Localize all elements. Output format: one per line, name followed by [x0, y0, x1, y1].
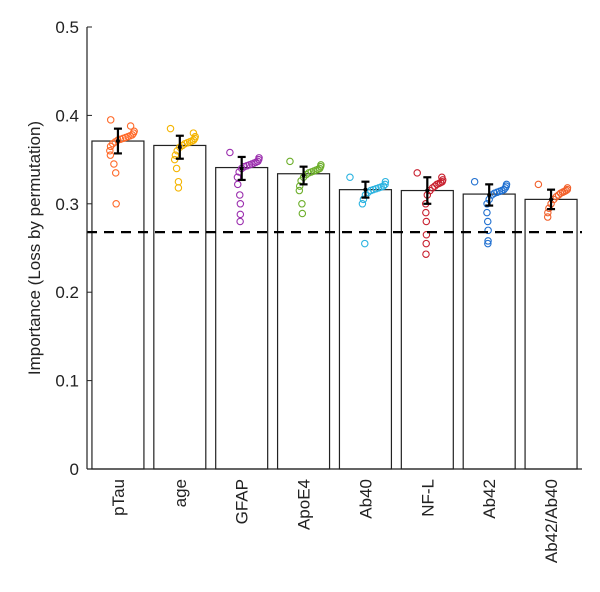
data-point — [126, 122, 135, 130]
data-point — [111, 169, 120, 177]
y-tick-label: 0 — [70, 460, 79, 479]
mean-marker — [363, 187, 368, 192]
data-point — [234, 180, 242, 189]
data-point — [413, 169, 421, 177]
data-point — [236, 217, 244, 226]
data-point — [106, 147, 114, 155]
data-point — [226, 148, 234, 157]
data-point — [286, 157, 294, 166]
y-tick-label: 0.4 — [55, 106, 79, 125]
y-tick-label: 0.2 — [55, 283, 79, 302]
data-point — [422, 250, 430, 258]
data-point — [106, 151, 115, 159]
mean-marker — [239, 166, 244, 171]
data-point — [298, 209, 307, 218]
x-tick-label: pTau — [109, 479, 128, 516]
data-point — [346, 173, 354, 182]
data-point — [422, 230, 431, 239]
x-tick-label: GFAP — [233, 479, 252, 524]
data-point — [484, 239, 492, 248]
data-point — [543, 213, 552, 221]
data-point — [381, 177, 390, 186]
x-tick-label: Ab40 — [356, 479, 375, 519]
data-point — [361, 239, 369, 248]
mean-marker — [177, 145, 182, 150]
data-point — [236, 210, 245, 219]
data-point — [554, 191, 563, 199]
data-point — [236, 191, 244, 199]
mean-marker — [425, 188, 430, 193]
data-point — [236, 200, 245, 208]
data-point — [484, 226, 492, 235]
data-point — [295, 182, 304, 190]
data-point — [174, 177, 183, 186]
data-point — [470, 177, 479, 186]
bar — [91, 140, 145, 470]
data-point — [166, 124, 175, 133]
data-point — [298, 200, 306, 208]
y-tick-label: 0.3 — [55, 195, 79, 214]
mean-marker — [301, 173, 306, 178]
mean-marker — [115, 139, 120, 144]
data-point — [431, 182, 439, 190]
x-tick-label: ApoE4 — [295, 479, 314, 530]
data-point — [534, 180, 543, 189]
x-tick-label: Ab42/Ab40 — [542, 479, 561, 563]
y-tick-label: 0.1 — [55, 372, 79, 391]
data-point — [295, 186, 304, 195]
y-tick-label: 0.5 — [55, 18, 79, 37]
data-point — [106, 116, 115, 124]
bar — [215, 166, 269, 470]
data-point — [483, 217, 492, 226]
bar — [524, 198, 578, 470]
data-point — [422, 208, 430, 217]
data-point — [359, 195, 368, 204]
data-point — [484, 237, 492, 245]
x-tick-label: age — [171, 479, 190, 507]
x-tick-label: NF-L — [418, 479, 437, 517]
mean-marker — [487, 192, 492, 197]
data-point — [112, 200, 120, 208]
data-point — [106, 142, 115, 151]
data-point — [174, 184, 183, 192]
data-point — [172, 164, 181, 173]
bar — [153, 144, 207, 470]
data-point — [358, 200, 367, 208]
bar — [462, 193, 516, 470]
data-point — [422, 217, 431, 226]
x-tick-label: Ab42 — [480, 479, 499, 519]
data-point — [422, 239, 430, 248]
bar — [276, 173, 331, 470]
mean-marker — [549, 197, 554, 202]
data-point — [483, 208, 491, 217]
data-point — [189, 129, 198, 137]
y-axis-label: Importance (Loss by permutation) — [25, 121, 44, 375]
data-point — [171, 151, 180, 159]
data-point — [110, 160, 118, 168]
